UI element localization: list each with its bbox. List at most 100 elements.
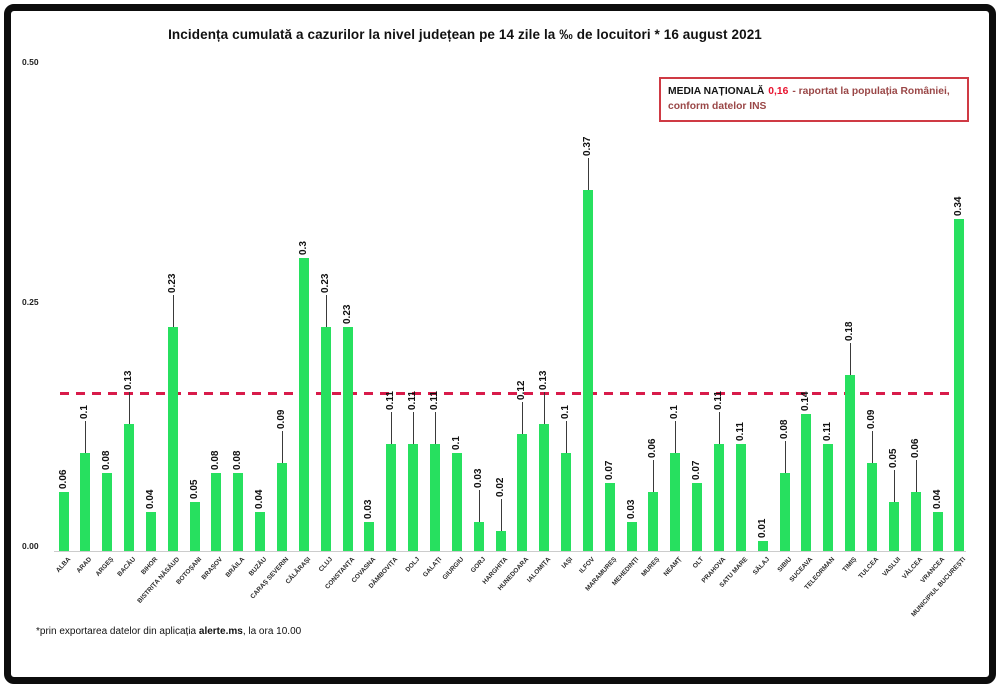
bar-value-prahova: 0.11 (713, 391, 724, 410)
bar-value-brasov: 0.08 (210, 450, 222, 470)
bar-value-dolj: 0.11 (407, 391, 419, 410)
value-callout-line (850, 343, 852, 375)
bar-value-giurgiu: 0.1 (450, 436, 462, 450)
bar-value-cluj: 0.23 (319, 273, 331, 293)
bar-value-timis: 0.18 (844, 321, 856, 341)
y-axis-tick-0-50: 0.50 (22, 57, 39, 67)
national-average-value: 0,16 (768, 86, 789, 97)
bar-constanta (342, 327, 353, 551)
bar-hunedoara (517, 434, 528, 551)
bar-bacau (124, 424, 135, 551)
bar-dambovita (386, 444, 397, 551)
bar-mures (648, 492, 659, 551)
bar-ialomita (539, 424, 550, 551)
value-callout-line (544, 392, 546, 424)
bar-covasna (364, 522, 375, 551)
bar-salaj (757, 541, 768, 551)
bar-value-tulcea: 0.09 (865, 409, 877, 429)
bar-suceava (801, 414, 812, 551)
value-callout-line (653, 460, 655, 492)
value-callout-line (587, 158, 589, 190)
bar-value-arad: 0.1 (79, 405, 91, 419)
bar-vaslui (888, 502, 899, 551)
bar-galati (429, 444, 440, 551)
bar-value-hunedoara: 0.12 (516, 380, 528, 400)
bar-vrancea (932, 512, 943, 551)
footnote-app-name: alerte.ms (198, 626, 243, 637)
bar-gorj (473, 522, 484, 551)
bar-value-bihor: 0.04 (144, 489, 156, 509)
bar-value-ilfov: 0.37 (581, 136, 593, 156)
national-average-label: MEDIA NAȚIONALĂ (668, 86, 765, 97)
bar-value-braila: 0.08 (232, 450, 244, 470)
bar-bihor (145, 512, 156, 551)
value-callout-line (434, 412, 436, 444)
bar-value-sibiu: 0.08 (778, 419, 790, 439)
bar-value-buzau: 0.04 (254, 489, 266, 509)
bar-value-galati: 0.11 (428, 391, 440, 410)
bar-buzau (255, 512, 266, 551)
value-callout-line (85, 421, 87, 453)
bar-maramures (604, 483, 615, 551)
bar-value-salaj: 0.01 (756, 518, 768, 538)
bar-value-olt: 0.07 (691, 460, 703, 480)
bar-value-satu-mare: 0.11 (734, 422, 746, 441)
bar-value-caras-severin: 0.09 (276, 409, 287, 429)
value-callout-line (413, 412, 415, 444)
bar-bistrita-nasaud (167, 327, 178, 551)
bar-value-maramures: 0.07 (603, 460, 615, 480)
value-callout-line (675, 421, 677, 453)
bar-dolj (408, 444, 419, 551)
bar-value-arges: 0.08 (101, 450, 113, 470)
bar-satu-mare (735, 444, 746, 551)
bar-braila (233, 473, 244, 551)
bar-value-calarasi: 0.3 (297, 241, 309, 255)
value-callout-line (784, 441, 786, 473)
bar-calarasi (298, 258, 309, 551)
bar-timis (845, 375, 856, 551)
bar-municipiul-bucuresti (954, 219, 965, 551)
bar-tulcea (866, 463, 877, 551)
bar-iasi (561, 453, 572, 551)
bar-value-valcea: 0.06 (909, 438, 921, 458)
bar-prahova (714, 444, 724, 551)
value-callout-line (282, 431, 283, 463)
bar-value-ialomita: 0.13 (538, 370, 550, 390)
bar-value-vaslui: 0.05 (887, 448, 899, 468)
y-axis-tick-0-00: 0.00 (22, 541, 39, 551)
national-average-line (60, 392, 963, 395)
bar-value-bacau: 0.13 (123, 370, 135, 390)
value-callout-line (478, 490, 480, 522)
bar-teleorman (823, 444, 834, 551)
bar-value-municipiul-bucuresti: 0.34 (953, 196, 965, 216)
bar-value-vrancea: 0.04 (931, 489, 943, 509)
y-axis-tick-0-25: 0.25 (22, 297, 39, 307)
chart-title: Incidența cumulată a cazurilor la nivel … (168, 27, 762, 42)
bar-value-dambovita: 0.11 (385, 391, 397, 410)
bar-alba (58, 492, 69, 551)
bar-value-neamt: 0.1 (669, 405, 681, 419)
bar-value-suceava: 0.14 (800, 391, 812, 411)
national-average-description: - raportat la populația României, (792, 86, 950, 97)
bar-arad (80, 453, 91, 551)
bar-giurgiu (451, 453, 462, 551)
bar-ilfov (582, 190, 593, 551)
bar-value-covasna: 0.03 (363, 499, 375, 519)
bar-value-bistrita-nasaud: 0.23 (166, 273, 178, 293)
value-callout-line (325, 295, 327, 327)
bar-value-mures: 0.06 (647, 438, 659, 458)
national-average-source: conform datelor INS (668, 101, 767, 113)
bar-botosani (189, 502, 200, 551)
value-callout-line (566, 421, 568, 453)
bar-value-mehedinti: 0.03 (625, 499, 637, 519)
value-callout-line (500, 499, 502, 531)
bar-value-gorj: 0.03 (472, 468, 484, 488)
bar-brasov (211, 473, 222, 551)
bar-sibiu (779, 473, 790, 551)
value-callout-line (719, 412, 720, 444)
bar-valcea (910, 492, 921, 551)
bar-value-botosani: 0.05 (188, 479, 200, 499)
value-callout-line (172, 295, 174, 327)
footnote: *prin exportarea datelor din aplicația a… (36, 626, 301, 637)
